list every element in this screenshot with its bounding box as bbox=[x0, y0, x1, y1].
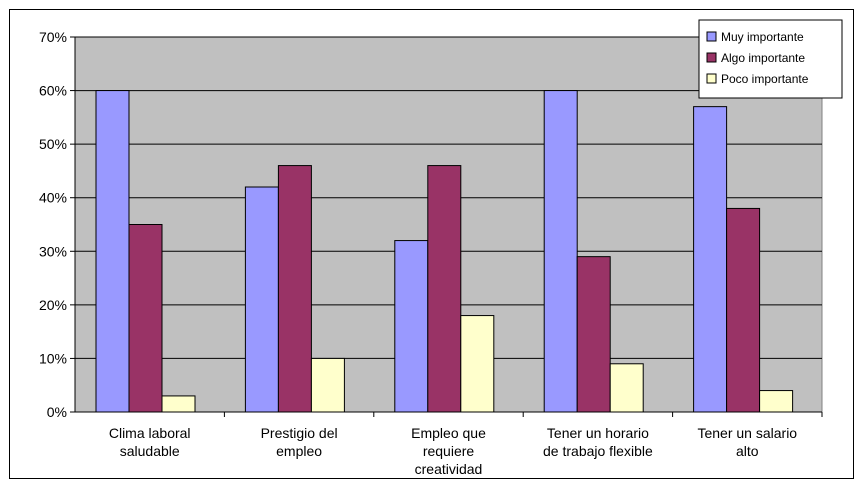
bar bbox=[609, 363, 644, 413]
bars bbox=[95, 90, 794, 413]
bar bbox=[693, 106, 728, 413]
bar bbox=[244, 186, 279, 413]
bar bbox=[277, 165, 312, 413]
bar bbox=[394, 240, 429, 413]
legend-label: Algo importante bbox=[721, 51, 805, 65]
y-tick-label: 50% bbox=[39, 136, 67, 152]
y-tick-label: 30% bbox=[39, 243, 67, 259]
bar bbox=[543, 90, 578, 413]
bar bbox=[161, 395, 196, 413]
legend-box bbox=[698, 19, 843, 99]
x-tick-label: Empleo que requiere creatividad bbox=[411, 425, 486, 477]
y-tick-label: 70% bbox=[39, 29, 67, 45]
chart-frame: 0% 10% 20% 30% 40% 50% 60% 70% Clima laboral salu… bbox=[9, 9, 854, 479]
bar bbox=[460, 315, 495, 413]
bar bbox=[726, 207, 761, 413]
y-tick-label: 40% bbox=[39, 190, 67, 206]
axis-labels: 0% 10% 20% 30% 40% 50% 60% 70% Clima laboral salu… bbox=[39, 29, 797, 477]
legend-swatch bbox=[706, 73, 717, 84]
bar bbox=[576, 256, 611, 413]
y-tick-label: 0% bbox=[47, 404, 67, 420]
bar bbox=[759, 390, 794, 413]
x-tick-label: Prestigio del empleo bbox=[261, 425, 338, 459]
y-tick-label: 10% bbox=[39, 350, 67, 366]
bar-chart: 0% 10% 20% 30% 40% 50% 60% 70% Clima laboral salu… bbox=[39, 19, 843, 477]
bar bbox=[427, 165, 462, 413]
x-tick-label: Tener un salario alto bbox=[697, 425, 797, 459]
legend-swatch bbox=[706, 31, 717, 42]
legend-label: Poco importante bbox=[721, 72, 809, 86]
bar bbox=[95, 90, 130, 413]
legend-label: Muy importante bbox=[721, 30, 804, 44]
legend: Muy importante Algo importante Poco import… bbox=[698, 19, 843, 99]
x-tick-label: Tener un horario de trabajo flexible bbox=[543, 425, 653, 459]
y-tick-label: 20% bbox=[39, 297, 67, 313]
legend-swatch bbox=[706, 52, 717, 63]
bar bbox=[310, 357, 345, 413]
bar bbox=[128, 224, 163, 413]
y-tick-label: 60% bbox=[39, 83, 67, 99]
x-tick-label: Clima laboral saludable bbox=[109, 425, 191, 459]
